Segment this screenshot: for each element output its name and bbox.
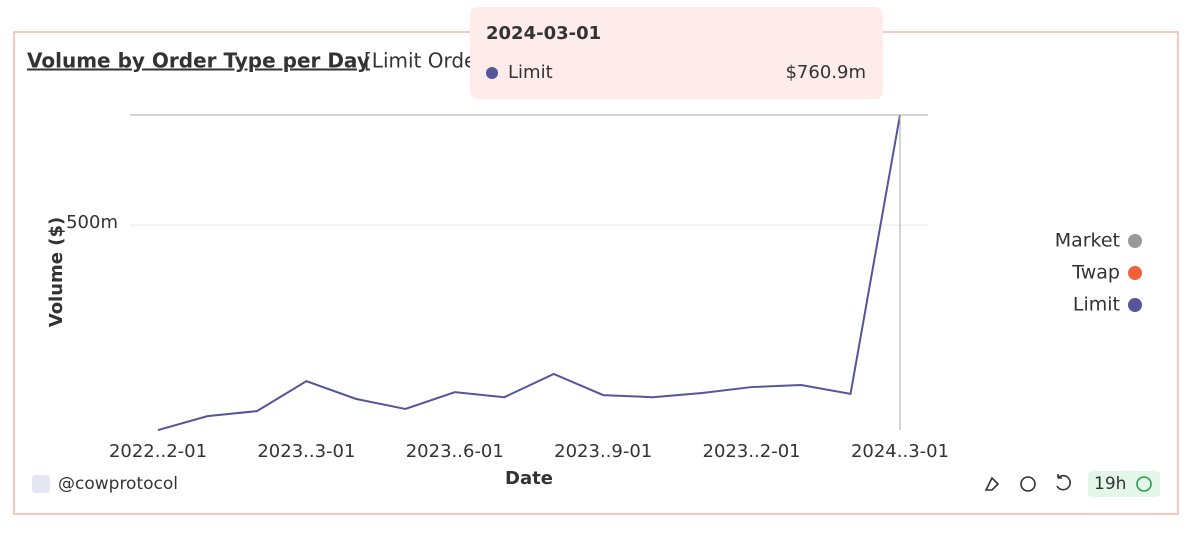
legend-label[interactable]: Twap (1071, 262, 1120, 284)
y-axis-label: Volume ($) (46, 217, 67, 328)
legend-swatch[interactable] (1128, 266, 1142, 280)
handle[interactable]: @cowprotocol (58, 474, 178, 494)
tooltip: 2024-03-01 Limit $760.9m (470, 7, 883, 99)
frame (13, 31, 1179, 515)
x-tick-label: 2023..9-01 (554, 441, 652, 462)
plot: 500m 2022..2-01 2023..3-01 2023..6-01 2023..… (66, 114, 949, 462)
y-tick-label: 500m (66, 212, 118, 233)
legend-swatch[interactable] (1128, 298, 1142, 312)
tooltip-swatch (486, 67, 498, 79)
x-tick-label: 2024..3-01 (851, 441, 949, 462)
legend-label[interactable]: Market (1055, 230, 1120, 252)
x-tick-label: 2023..3-01 (257, 441, 355, 462)
edit-icon[interactable] (984, 476, 1000, 491)
x-axis-label: Date (505, 468, 553, 489)
legend-swatch[interactable] (1128, 234, 1142, 248)
legend-label[interactable]: Limit (1073, 294, 1120, 316)
tooltip-date: 2024-03-01 (486, 23, 601, 44)
tooltip-box (470, 7, 883, 99)
chart-title[interactable]: Volume by Order Type per Day (27, 49, 370, 73)
screenshot-icon[interactable] (1020, 476, 1036, 492)
logo (32, 475, 50, 493)
check-icon (1136, 476, 1152, 492)
tooltip-value: $760.9m (785, 62, 866, 83)
age: 19h (1094, 474, 1126, 494)
x-tick-label: 2023..6-01 (406, 441, 504, 462)
line (157, 114, 901, 432)
x-tick-label: 2022..2-01 (109, 441, 207, 462)
footer: @cowprotocol 19h (32, 471, 1160, 497)
legend: Market Twap Limit (1055, 230, 1142, 316)
refresh-icon[interactable] (1056, 474, 1071, 491)
tooltip-series: Limit (508, 62, 553, 83)
x-tick-label: 2023..2-01 (703, 441, 801, 462)
